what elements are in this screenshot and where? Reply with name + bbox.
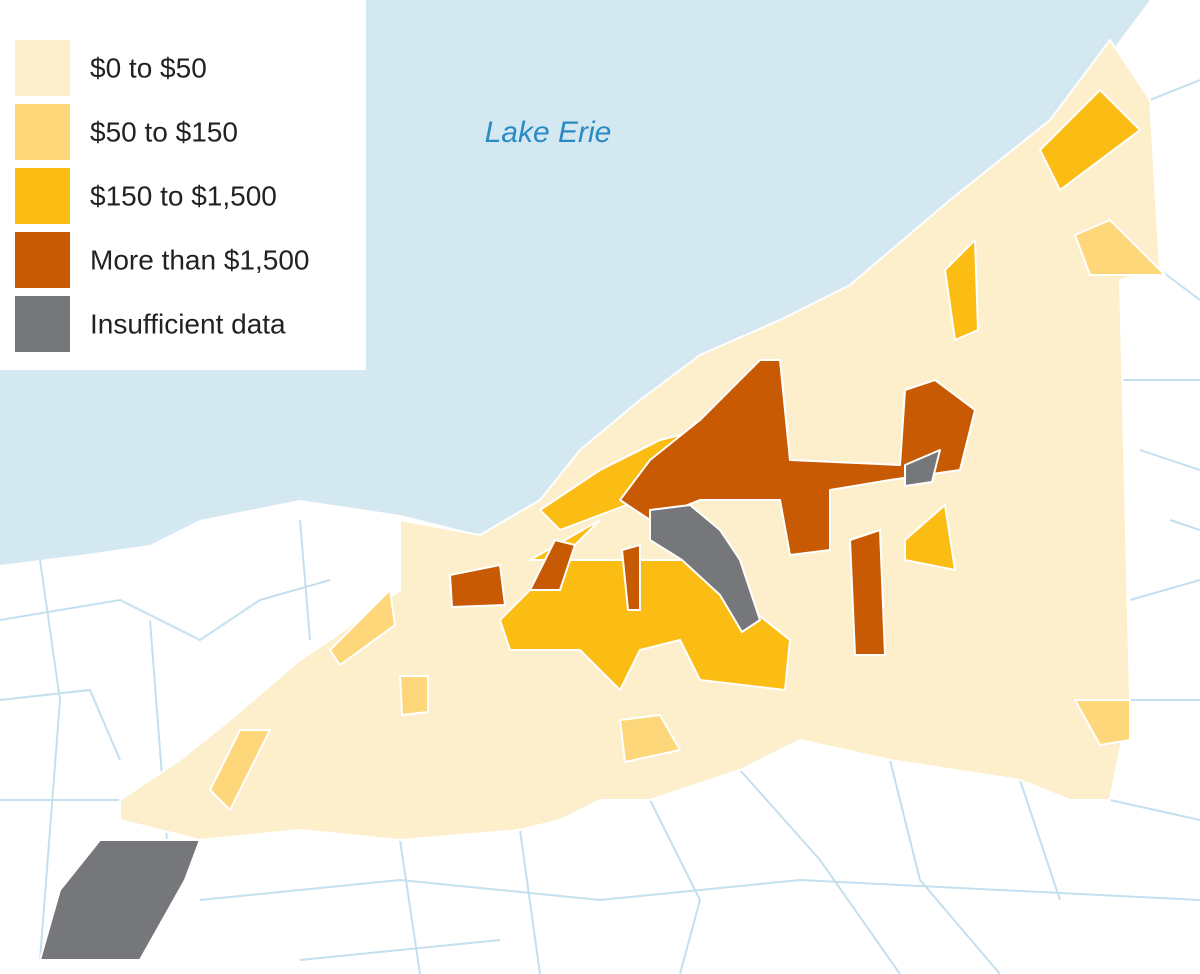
legend-label: $50 to $150 bbox=[90, 116, 238, 147]
region bbox=[619, 714, 681, 763]
region bbox=[621, 544, 641, 611]
region bbox=[449, 564, 506, 608]
region bbox=[529, 539, 576, 591]
legend-swatch bbox=[15, 168, 70, 224]
legend-label: $0 to $50 bbox=[90, 52, 207, 83]
legend-swatch bbox=[15, 104, 70, 160]
legend-label: Insufficient data bbox=[90, 308, 286, 339]
region bbox=[904, 504, 956, 571]
region bbox=[39, 839, 201, 961]
legend: $0 to $50 $50 to $150 $150 to $1,500 More t… bbox=[15, 40, 310, 352]
legend-swatch bbox=[15, 296, 70, 352]
region bbox=[904, 449, 941, 487]
region bbox=[649, 504, 761, 633]
region bbox=[1039, 89, 1141, 191]
legend-swatch bbox=[15, 232, 70, 288]
region bbox=[119, 39, 1161, 841]
legend-swatch bbox=[15, 40, 70, 96]
regions bbox=[39, 39, 1166, 961]
water-label: Lake Erie bbox=[485, 116, 612, 149]
legend-label: More than $1,500 bbox=[90, 244, 310, 275]
region bbox=[619, 359, 976, 556]
region bbox=[399, 675, 429, 716]
region bbox=[329, 589, 396, 666]
roads bbox=[0, 79, 1200, 974]
region bbox=[849, 529, 886, 656]
region bbox=[209, 729, 271, 811]
region bbox=[1074, 219, 1166, 276]
region bbox=[1074, 699, 1131, 746]
region bbox=[944, 239, 979, 341]
legend-label: $150 to $1,500 bbox=[90, 180, 277, 211]
